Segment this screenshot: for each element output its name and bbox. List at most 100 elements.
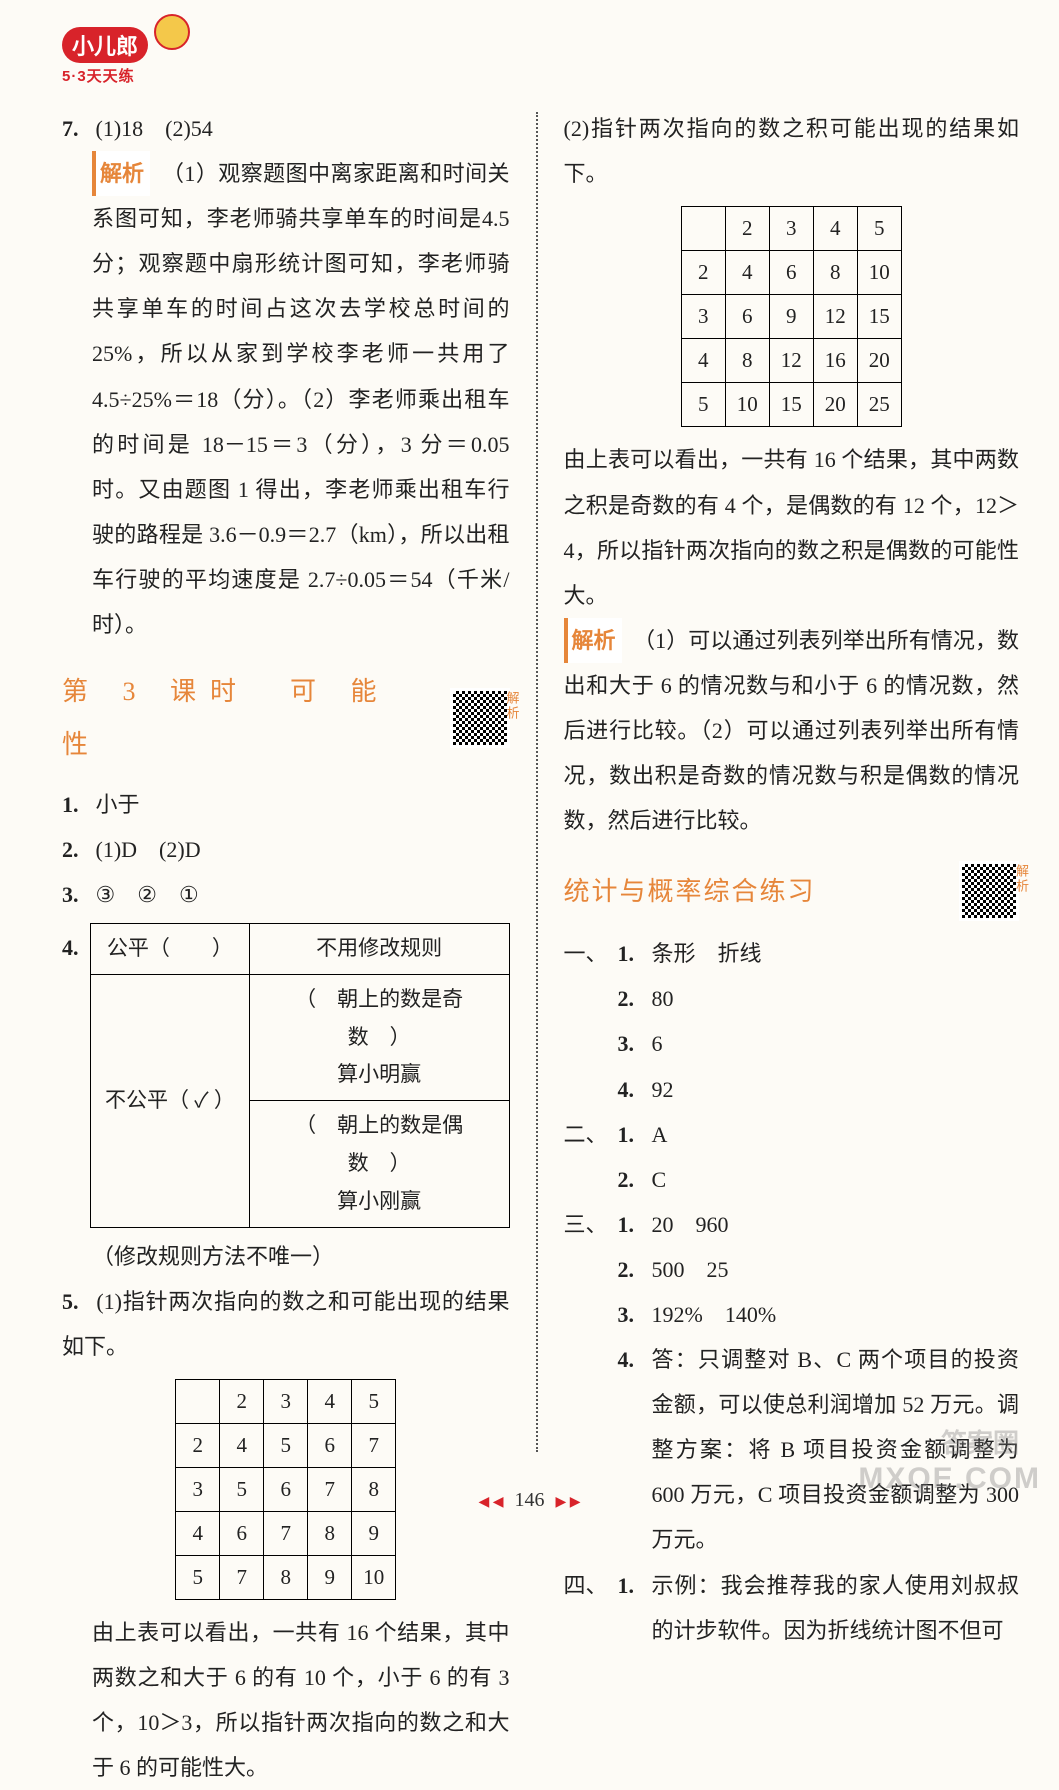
q2-ans: (1)D (2)D (96, 837, 201, 862)
item-num: 1. (618, 1112, 652, 1157)
qr-icon[interactable]: 解析 (959, 861, 1019, 921)
q3: 3. ③ ② ① (62, 872, 510, 917)
cell: 12 (813, 295, 857, 339)
cell (176, 1379, 220, 1423)
item-num: 3. (618, 1292, 652, 1337)
q7-analysis: 解析 （1）观察题图中离家距离和时间关系图可知，李老师骑共享单车的时间是4.5 … (62, 151, 510, 647)
brand-sub: 5·3天天练 (62, 65, 190, 86)
q4-num: 4. (62, 925, 90, 970)
cell: 7 (220, 1556, 264, 1600)
cell: 8 (264, 1556, 308, 1600)
item-text: 192% 140% (652, 1292, 777, 1337)
section-3-title-text: 第 3 课时 可 能 性 (62, 665, 450, 772)
cell: 9 (769, 295, 813, 339)
q4-r1c1: 公平（ ） (90, 924, 249, 975)
item-text: 92 (652, 1067, 674, 1112)
cell: 15 (769, 383, 813, 427)
cell: 16 (813, 339, 857, 383)
item-num: 4. (618, 1067, 652, 1112)
cell: 6 (769, 251, 813, 295)
section-3-title: 第 3 课时 可 能 性 解析 (62, 665, 510, 772)
q3-num: 3. (62, 872, 90, 917)
group-four: 四、 1. 示例：我会推荐我的家人使用刘叔叔的计步软件。因为折线统计图不但可 (564, 1563, 1019, 1653)
cell: 4 (681, 339, 725, 383)
cell: 6 (725, 295, 769, 339)
cell: 6 (220, 1512, 264, 1556)
brand-logo: 小儿郎 5·3天天练 (62, 18, 190, 86)
item-num: 1. (618, 931, 652, 976)
q7-num: 7. (62, 106, 90, 151)
group-two: 二、 1. A (564, 1112, 1019, 1157)
cell: 7 (352, 1423, 396, 1467)
q5-after: 由上表可以看出，一共有 16 个结果，其中两数之和大于 6 的有 10 个，小于… (62, 1610, 510, 1790)
triangle-left-icon: ◀ ◀ (478, 1495, 503, 1510)
q4-r2c2b: （ 朝上的数是偶数 ） 算小刚赢 (249, 1101, 509, 1227)
group-label: 一、 (564, 931, 618, 976)
cell: 4 (220, 1423, 264, 1467)
q5b-product-grid: 2 3 4 5 246810 3691215 48121620 51015202… (681, 206, 902, 427)
group-one: 一、 1. 条形 折线 (564, 931, 1019, 976)
item-num: 1. (618, 1563, 652, 1608)
cell: 9 (308, 1556, 352, 1600)
cell: 8 (725, 339, 769, 383)
cell: 5 (681, 383, 725, 427)
item-num: 2. (618, 1247, 652, 1292)
cell: 4 (176, 1512, 220, 1556)
q3-ans: ③ ② ① (96, 882, 199, 907)
item-text: 80 (652, 976, 674, 1021)
q7-analysis-text: （1）观察题图中离家距离和时间关系图可知，李老师骑共享单车的时间是4.5 分；观… (92, 161, 510, 637)
item-text: 6 (652, 1021, 663, 1066)
q4: 4. 公平（ ） 不用修改规则 不公平（ ✓ ） （ 朝上的数是奇数 ） 算小明… (62, 917, 510, 1234)
cell: 4 (308, 1379, 352, 1423)
cell (681, 207, 725, 251)
q1: 1. 小于 (62, 782, 510, 827)
q5b-after: 由上表可以看出，一共有 16 个结果，其中两数之积是奇数的有 4 个，是偶数的有… (564, 437, 1019, 617)
item-text: 500 25 (652, 1247, 729, 1292)
analysis-tag: 解析 (564, 618, 622, 663)
q2: 2. (1)D (2)D (62, 827, 510, 872)
cell: 10 (352, 1556, 396, 1600)
cell: 5 (352, 1379, 396, 1423)
cell: 4 (725, 251, 769, 295)
watermark-cn: 答案圈 (941, 1423, 1019, 1460)
right-column: (2)指针两次指向的数之积可能出现的结果如下。 2 3 4 5 246810 3… (564, 106, 1019, 1790)
cell: 15 (857, 295, 901, 339)
cell: 4 (813, 207, 857, 251)
cell: 6 (308, 1423, 352, 1467)
q7-answer: 7. (1)18 (2)54 (62, 106, 510, 151)
cell: 20 (813, 383, 857, 427)
content-columns: 7. (1)18 (2)54 解析 （1）观察题图中离家距离和时间关系图可知，李… (0, 86, 1059, 1790)
cell: 20 (857, 339, 901, 383)
cell: 10 (725, 383, 769, 427)
page-header: 小儿郎 5·3天天练 (0, 0, 1059, 86)
cell: 9 (352, 1512, 396, 1556)
list-item: 3.6 (564, 1021, 1019, 1066)
cell: 8 (813, 251, 857, 295)
cell: 5 (857, 207, 901, 251)
cell: 25 (857, 383, 901, 427)
item-text: 条形 折线 (652, 931, 762, 976)
cell: 3 (264, 1379, 308, 1423)
cell: 5 (176, 1556, 220, 1600)
cell: 2 (176, 1423, 220, 1467)
q4-r2c1: 不公平（ ✓ ） (90, 974, 249, 1227)
section-4-title-text: 统计与概率综合练习 (564, 865, 816, 918)
qr-icon[interactable]: 解析 (450, 688, 510, 748)
list-item: 2.80 (564, 976, 1019, 1021)
item-num: 3. (618, 1021, 652, 1066)
q4-table: 公平（ ） 不用修改规则 不公平（ ✓ ） （ 朝上的数是奇数 ） 算小明赢 （… (90, 923, 510, 1228)
q5b-analysis-text: （1）可以通过列表列举出所有情况，数出和大于 6 的情况数与和小于 6 的情况数… (564, 628, 1019, 833)
item-num: 1. (618, 1202, 652, 1247)
list-item: 4.92 (564, 1067, 1019, 1112)
q5b-analysis: 解析 （1）可以通过列表列举出所有情况，数出和大于 6 的情况数与和小于 6 的… (564, 618, 1019, 843)
item-num: 4. (618, 1337, 652, 1382)
cell: 3 (681, 295, 725, 339)
q2-num: 2. (62, 827, 90, 872)
q4-r1c2: 不用修改规则 (249, 924, 509, 975)
q5-intro: (1)指针两次指向的数之和可能出现的结果如下。 (62, 1289, 510, 1359)
list-item: 2.C (564, 1157, 1019, 1202)
cell: 3 (769, 207, 813, 251)
q4-note: （修改规则方法不唯一） (62, 1234, 510, 1279)
item-text: 20 960 (652, 1202, 729, 1247)
analysis-tag: 解析 (92, 151, 150, 196)
